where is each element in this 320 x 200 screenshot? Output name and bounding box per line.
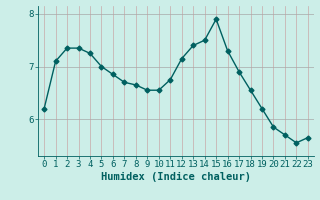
X-axis label: Humidex (Indice chaleur): Humidex (Indice chaleur) bbox=[101, 172, 251, 182]
